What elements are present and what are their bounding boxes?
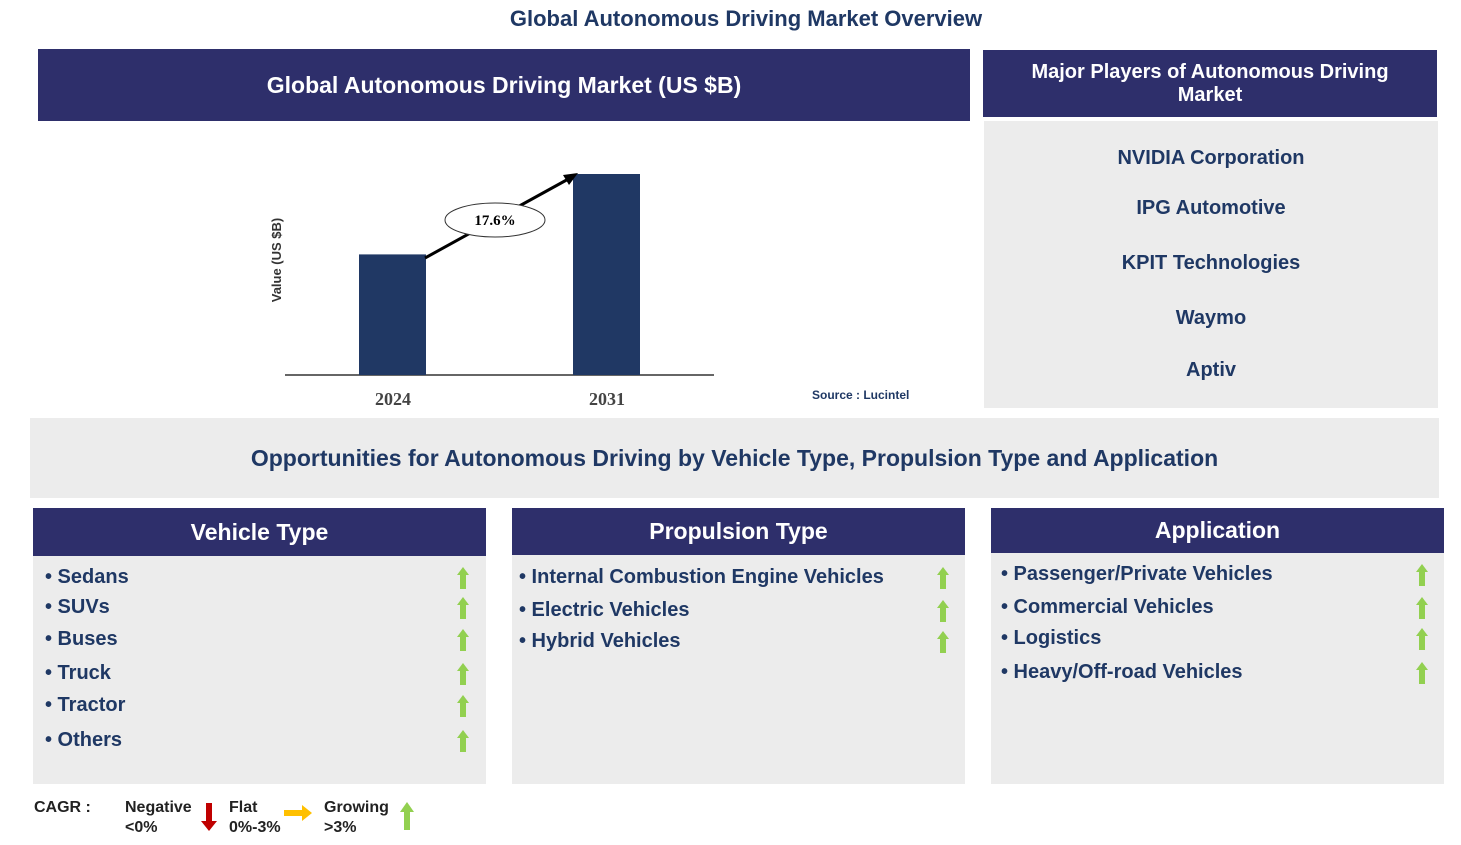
players-header: Major Players of Autonomous Driving Mark… <box>983 50 1437 117</box>
segment-item: • Internal Combustion Engine Vehicles <box>519 566 884 588</box>
page-title: Global Autonomous Driving Market Overvie… <box>509 6 983 31</box>
player-item: KPIT Technologies <box>1121 252 1301 274</box>
growth-up-arrow-icon <box>1416 597 1428 619</box>
growth-up-arrow-icon <box>457 629 469 651</box>
legend-negative-range: <0% <box>125 819 158 836</box>
segment-panel: • Passenger/Private Vehicles • Commercial… <box>991 553 1444 784</box>
segment-item: • Logistics <box>1001 627 1102 649</box>
segment-item: • Sedans <box>45 566 129 588</box>
segment-item: • Passenger/Private Vehicles <box>1001 563 1273 585</box>
player-item: IPG Automotive <box>1136 197 1286 219</box>
segment-item: • Hybrid Vehicles <box>519 630 681 652</box>
growth-up-arrow-icon <box>457 567 469 589</box>
growth-up-arrow-icon <box>937 631 949 653</box>
growth-up-arrow-icon <box>457 730 469 752</box>
player-item: Waymo <box>1175 307 1247 329</box>
segment-header: Application <box>991 508 1444 553</box>
cagr-ellipse <box>444 202 546 238</box>
market-chart: Value (US $B) 2024 2031 17.6% Source : Lu… <box>269 173 909 409</box>
opportunities-title: Opportunities for Autonomous Driving by … <box>30 418 1439 498</box>
legend-label: CAGR : <box>34 799 91 816</box>
segment-item: • SUVs <box>45 596 110 618</box>
growth-up-arrow-icon <box>937 600 949 622</box>
legend-growing: Growing >3% <box>324 798 389 838</box>
legend-flat-range: 0%-3% <box>229 819 281 836</box>
segment-item: • Others <box>45 729 123 751</box>
down-arrow-icon <box>201 803 217 831</box>
growth-up-arrow-icon <box>1416 628 1428 650</box>
segment-item: • Commercial Vehicles <box>1001 596 1214 618</box>
legend-growing-label: Growing <box>324 799 389 816</box>
growth-up-arrow-icon <box>457 695 469 717</box>
segment-header: Propulsion Type <box>512 508 965 555</box>
legend-negative-label: Negative <box>125 799 192 816</box>
growth-up-arrow-icon <box>457 597 469 619</box>
bar-2031 <box>573 174 640 375</box>
y-axis-label: Value (US $B) <box>269 218 284 303</box>
segment-header: Vehicle Type <box>33 508 486 556</box>
source-label: Source : Lucintel <box>812 388 909 402</box>
segment-item: • Tractor <box>45 694 126 716</box>
growth-up-arrow-icon <box>1416 564 1428 586</box>
players-panel: NVIDIA Corporation IPG Automotive KPIT T… <box>984 121 1438 408</box>
x-tick-label: 2024 <box>375 389 411 409</box>
player-item: NVIDIA Corporation <box>1117 147 1305 169</box>
player-item: Aptiv <box>1186 359 1236 381</box>
up-arrow-icon <box>400 802 414 830</box>
growth-up-arrow-icon <box>457 663 469 685</box>
growth-up-arrow-icon <box>937 567 949 589</box>
legend-negative: Negative <0% <box>125 798 192 838</box>
growth-up-arrow-icon <box>1416 662 1428 684</box>
segment-panel: • Internal Combustion Engine Vehicles • E… <box>512 555 965 784</box>
bar-2024 <box>359 254 426 375</box>
legend-flat: Flat 0%-3% <box>229 798 281 838</box>
x-tick-label: 2031 <box>589 389 625 409</box>
segment-item: • Buses <box>45 628 118 650</box>
cagr-label: 17.6% <box>474 213 515 229</box>
right-arrow-icon <box>284 805 312 821</box>
legend-growing-range: >3% <box>324 819 357 836</box>
segment-panel: • Sedans • SUVs • Buses • Truck • Tractor • O… <box>33 556 486 784</box>
segment-item: • Heavy/Off-road Vehicles <box>1001 661 1243 683</box>
chart-header: Global Autonomous Driving Market (US $B) <box>38 49 970 121</box>
growth-arrowhead <box>563 173 578 185</box>
legend-flat-label: Flat <box>229 799 258 816</box>
segment-item: • Electric Vehicles <box>519 599 690 621</box>
segment-item: • Truck <box>45 662 111 684</box>
